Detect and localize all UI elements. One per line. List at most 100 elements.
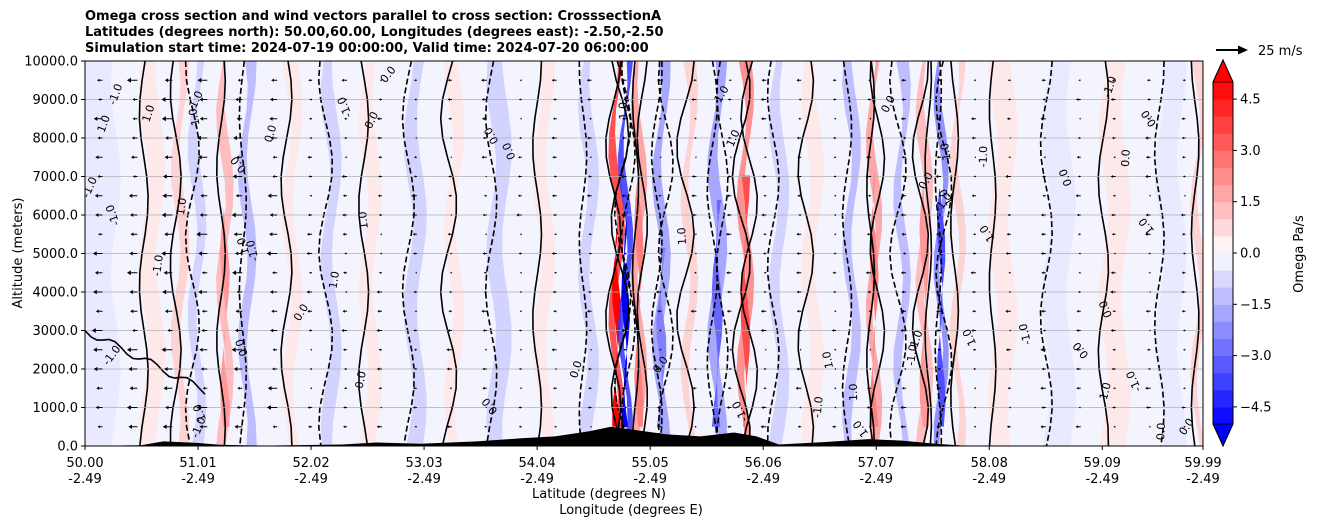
wind-vector-head — [1078, 79, 1081, 82]
wind-vector — [161, 347, 173, 353]
wind-vector — [446, 367, 452, 371]
wind-vector-head — [900, 213, 904, 217]
wind-vector-head — [310, 348, 312, 351]
wind-vector — [866, 386, 872, 390]
contour-line-negative — [184, 61, 201, 446]
wind-vector-head — [972, 310, 975, 313]
wind-vector-head — [308, 79, 311, 82]
wind-vector — [762, 175, 767, 178]
wind-vector — [519, 79, 522, 82]
wind-vector — [796, 271, 802, 275]
wind-vector — [130, 213, 138, 217]
wind-vector — [448, 310, 452, 313]
wind-vector-head — [481, 98, 485, 101]
wind-vector — [380, 406, 382, 409]
wind-vector — [621, 386, 627, 390]
wind-vector — [345, 291, 348, 293]
wind-vector — [484, 425, 487, 428]
wind-vector — [1145, 232, 1151, 236]
wind-vector-head — [164, 367, 168, 371]
wind-vector-head — [588, 329, 591, 332]
wind-vector-head — [729, 329, 732, 332]
wind-vector — [128, 366, 138, 372]
wind-vector-head — [1007, 194, 1010, 197]
wind-vector — [130, 309, 138, 314]
wind-vector-head — [344, 117, 346, 120]
wind-vector — [868, 425, 872, 428]
wind-vector — [344, 387, 348, 390]
wind-vector-head — [376, 290, 380, 294]
wind-vector-head — [691, 98, 694, 101]
wind-vector — [726, 271, 732, 275]
wind-vector — [342, 213, 348, 217]
wind-vector — [308, 425, 313, 429]
wind-vector-head — [1113, 156, 1116, 159]
wind-vector-head — [1075, 194, 1079, 198]
wind-vector — [1182, 367, 1186, 371]
wind-vector-head — [344, 367, 346, 371]
wind-vector — [795, 386, 802, 390]
wind-vector-head — [657, 78, 660, 82]
wind-vector-head — [1076, 98, 1079, 101]
wind-vector — [763, 233, 767, 236]
wind-vector — [900, 271, 907, 275]
wind-vector-head — [449, 387, 452, 390]
wind-vector — [973, 233, 976, 236]
wind-vector-head — [901, 309, 904, 313]
wind-vector-head — [272, 155, 275, 159]
wind-vector — [1145, 406, 1151, 409]
wind-vector — [310, 387, 313, 390]
wind-vector — [624, 406, 627, 409]
wind-vector — [1113, 387, 1116, 390]
wind-vector — [1042, 175, 1046, 178]
wind-vector — [974, 156, 976, 159]
wind-vector — [1112, 194, 1116, 197]
y-axis-label: Altitude (meters) — [11, 198, 26, 309]
contour-label: -1.0 — [186, 107, 203, 131]
wind-vector-head — [694, 117, 697, 120]
x-axis-label-line-2: Longitude (degrees E) — [559, 503, 703, 518]
wind-vector — [484, 290, 487, 294]
wind-vector — [199, 213, 208, 217]
wind-vector — [272, 271, 278, 275]
wind-vector — [692, 386, 697, 390]
wind-vector-head — [552, 155, 555, 159]
wind-vector-head — [727, 425, 730, 429]
wind-vector-head — [1040, 425, 1043, 429]
wind-vector — [727, 425, 732, 429]
wind-vector — [554, 271, 557, 274]
wind-vector — [448, 117, 452, 120]
wind-vector — [482, 386, 487, 390]
wind-vector — [1040, 386, 1046, 390]
wind-vector — [344, 117, 348, 120]
wind-vector-head — [98, 98, 101, 101]
wind-vector — [936, 309, 941, 313]
wind-vector-head — [1112, 348, 1115, 351]
wind-vector — [162, 289, 173, 295]
wind-vector — [553, 98, 557, 101]
wind-vector — [1041, 78, 1046, 82]
omega-band-core — [634, 174, 644, 427]
wind-vector-head — [128, 366, 133, 372]
wind-vector-head — [798, 117, 801, 120]
wind-vector-head — [799, 348, 802, 351]
wind-vector-head — [380, 406, 382, 409]
wind-vector — [128, 424, 138, 429]
wind-vector — [901, 194, 907, 198]
wind-vector — [519, 387, 522, 390]
wind-vector-head — [161, 97, 166, 102]
wind-vector-head — [447, 98, 450, 101]
wind-vector-head — [763, 387, 766, 390]
wind-vector-head — [518, 98, 521, 101]
wind-vector-head — [237, 78, 240, 82]
wind-vector — [694, 117, 697, 120]
wind-vector-head — [307, 309, 310, 313]
wind-vector-head — [271, 309, 274, 313]
contour-line-negative — [657, 61, 674, 446]
wind-vector-head — [1040, 348, 1043, 352]
wind-vector — [761, 406, 767, 409]
wind-vector-head — [763, 271, 766, 274]
wind-vector — [728, 79, 732, 82]
wind-vector-head — [1079, 117, 1081, 120]
wind-vector-head — [797, 425, 800, 428]
